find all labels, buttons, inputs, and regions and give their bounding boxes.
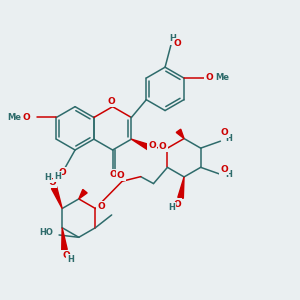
Text: O: O — [110, 170, 117, 179]
Text: O: O — [206, 73, 213, 82]
Text: H: H — [169, 34, 176, 43]
Text: O: O — [220, 128, 228, 137]
Text: O: O — [107, 97, 115, 106]
Text: H: H — [54, 172, 61, 181]
Text: O: O — [159, 142, 167, 151]
Text: H: H — [226, 134, 232, 142]
Text: O: O — [148, 141, 156, 150]
Polygon shape — [178, 177, 184, 198]
Text: H: H — [67, 256, 74, 265]
Text: H: H — [226, 170, 232, 179]
Text: HO: HO — [40, 228, 53, 237]
Text: O: O — [174, 200, 182, 208]
Text: H: H — [169, 203, 175, 212]
Polygon shape — [176, 129, 184, 139]
Text: O: O — [49, 178, 56, 187]
Text: O: O — [22, 113, 30, 122]
Text: O: O — [220, 165, 228, 174]
Text: Me: Me — [8, 113, 22, 122]
Text: O: O — [62, 251, 70, 260]
Polygon shape — [51, 187, 62, 208]
Polygon shape — [62, 228, 67, 250]
Polygon shape — [79, 189, 87, 199]
Text: O: O — [58, 168, 66, 177]
Text: O: O — [97, 202, 105, 211]
Text: Me: Me — [216, 73, 230, 82]
Text: O: O — [174, 39, 182, 48]
Text: O: O — [117, 171, 124, 180]
Text: H: H — [44, 173, 51, 182]
Polygon shape — [131, 139, 150, 150]
